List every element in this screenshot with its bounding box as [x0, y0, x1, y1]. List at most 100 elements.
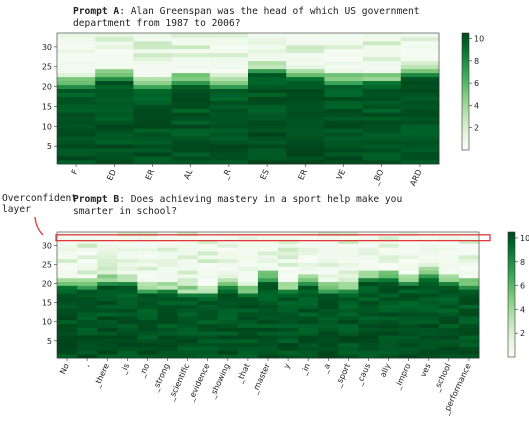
- heatmap-cell: [209, 84, 249, 89]
- heatmap-cell: [318, 251, 339, 256]
- heatmap-cell: [324, 60, 363, 66]
- heatmap-cell: [362, 88, 402, 93]
- colorbar-segment: [462, 128, 469, 131]
- heatmap-cell: [57, 148, 96, 153]
- heatmap-cell: [77, 247, 98, 252]
- heatmap-cell: [171, 52, 211, 58]
- heatmap-cell: [324, 40, 363, 46]
- heatmap-cell: [418, 319, 440, 325]
- heatmap-cell: [358, 331, 379, 336]
- heatmap-cell: [458, 346, 480, 351]
- x-tick-label: _BO: [370, 168, 385, 187]
- heatmap-cell: [257, 350, 279, 355]
- heatmap-cell: [171, 36, 211, 42]
- heatmap-cell: [133, 148, 172, 153]
- heatmap-cell: [217, 274, 239, 279]
- heatmap-cell: [298, 312, 319, 317]
- heatmap-cell: [133, 40, 172, 46]
- colorbar-segment: [462, 76, 469, 80]
- heatmap-cell: [117, 251, 138, 256]
- heatmap-cell: [209, 124, 249, 129]
- heatmap-cell: [324, 140, 363, 145]
- heatmap-cell: [278, 281, 299, 286]
- colorbar-segment: [462, 74, 469, 78]
- heatmap-cell: [57, 80, 96, 86]
- heatmap-cell: [217, 285, 239, 290]
- heatmap-cell: [57, 281, 78, 286]
- heatmap-cell: [57, 274, 78, 279]
- heatmap-cell: [137, 308, 158, 313]
- heatmap-cell: [400, 52, 440, 58]
- heatmap-cell: [358, 338, 379, 344]
- heatmap-cell: [237, 354, 259, 359]
- heatmap-cell: [57, 354, 78, 359]
- heatmap-cell: [324, 104, 363, 109]
- heatmap-cell: [117, 293, 138, 298]
- heatmap-cell: [400, 84, 440, 89]
- heatmap-cell: [358, 266, 379, 271]
- heatmap-cell: [237, 235, 259, 241]
- heatmap-cell: [177, 296, 199, 302]
- heatmap-cell: [117, 281, 138, 286]
- heatmap-cell: [418, 289, 440, 294]
- heatmap-cell: [97, 296, 118, 302]
- heatmap-cell: [57, 285, 78, 290]
- heatmap-cell: [378, 251, 400, 256]
- heatmap-cell: [177, 266, 199, 271]
- heatmap-cell: [237, 316, 259, 321]
- heatmap-cell: [157, 304, 178, 309]
- heatmap-cell: [57, 304, 78, 309]
- heatmap-cell: [278, 251, 299, 256]
- heatmap-cell: [248, 120, 287, 125]
- heatmap-cell: [133, 96, 172, 101]
- heatmap-cell: [298, 254, 319, 260]
- heatmap-cell: [197, 258, 219, 263]
- heatmap-cell: [358, 319, 379, 325]
- heatmap-cell: [209, 76, 249, 82]
- heatmap-cell: [378, 243, 400, 248]
- heatmap-cell: [358, 296, 379, 302]
- heatmap-cell: [378, 293, 400, 298]
- heatmap-cell: [95, 68, 134, 74]
- heatmap-cell: [209, 64, 249, 70]
- heatmap-cell: [95, 76, 134, 82]
- heatmap-cell: [438, 316, 460, 321]
- heatmap-cell: [298, 331, 319, 336]
- heatmap-cell: [157, 270, 178, 275]
- heatmap-cell: [458, 289, 480, 294]
- heatmap-cell: [362, 148, 402, 153]
- heatmap-cell: [398, 338, 420, 344]
- heatmap-cell: [197, 316, 219, 321]
- heatmap-cell: [137, 247, 158, 252]
- heatmap-cell: [324, 56, 363, 62]
- heatmap-cell: [318, 254, 339, 260]
- y-tick-label: 10: [42, 122, 52, 131]
- heatmap-cell: [378, 342, 400, 347]
- heatmap-cell: [197, 235, 219, 241]
- heatmap-cell: [133, 44, 172, 50]
- y-tick-label: 30: [42, 43, 52, 52]
- heatmap-cell: [209, 44, 249, 50]
- heatmap-cell: [298, 277, 319, 283]
- colorbar-tick-label: 10: [520, 234, 529, 243]
- heatmap-cell: [438, 308, 460, 313]
- heatmap-cell: [177, 331, 199, 336]
- heatmap-cell: [157, 289, 178, 294]
- heatmap-cell: [458, 308, 480, 313]
- heatmap-cell: [278, 274, 299, 279]
- heatmap-cell: [318, 274, 339, 279]
- prompt-b-line2: smarter in school?: [73, 206, 177, 217]
- heatmap-cell: [358, 281, 379, 286]
- heatmap-cell: [400, 68, 440, 74]
- heatmap-cell: [286, 33, 325, 38]
- heatmap-cell: [137, 312, 158, 317]
- heatmap-cell: [324, 33, 363, 38]
- heatmap-cell: [177, 300, 199, 305]
- heatmap-cell: [157, 323, 178, 328]
- heatmap-cell: [338, 300, 359, 305]
- heatmap-cell: [95, 84, 134, 89]
- heatmap-cell: [237, 281, 259, 286]
- heatmap-cell: [438, 285, 460, 290]
- heatmap-cell: [248, 108, 287, 113]
- colorbar-segment: [462, 96, 469, 100]
